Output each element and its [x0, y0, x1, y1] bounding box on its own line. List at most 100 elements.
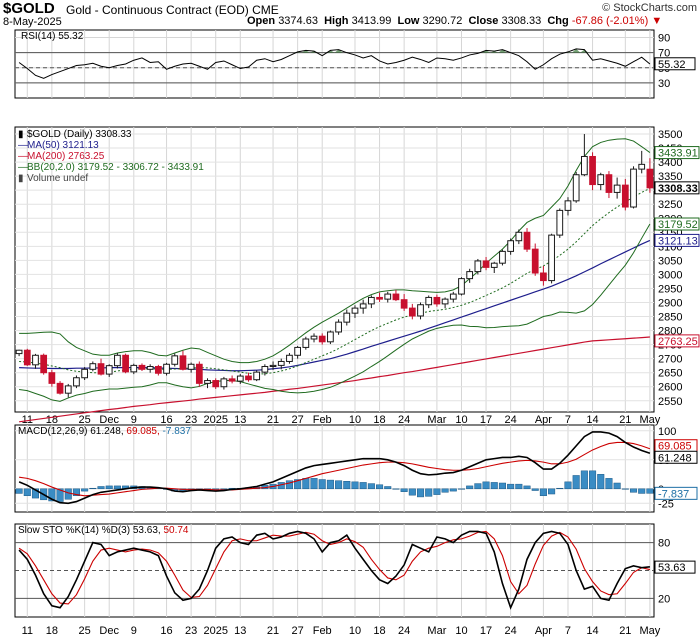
x-tick-label: 2025: [203, 625, 227, 637]
candle-body: [204, 380, 211, 384]
candle-body: [376, 296, 383, 300]
x-tick-label: 10: [455, 625, 467, 637]
macd-histogram-bar: [564, 481, 572, 490]
macd-histogram-bar: [376, 484, 384, 490]
macd-histogram-bar: [548, 488, 556, 495]
candle-body: [154, 366, 162, 374]
x-tick-label: 9: [131, 414, 137, 426]
x-tick-label: 17: [480, 625, 492, 637]
candle-body: [73, 377, 80, 387]
candle-body: [572, 174, 580, 202]
candle-body: [564, 200, 572, 211]
candle-body: [392, 293, 400, 301]
macd-histogram-bar: [392, 488, 400, 490]
candle-body: [15, 349, 23, 355]
volume-legend: Volume undef: [27, 173, 88, 184]
candle-body: [343, 312, 351, 323]
price-value-box: [654, 233, 700, 247]
x-tick-label: 21: [619, 625, 631, 637]
open-value: 3374.63: [278, 15, 318, 27]
macd-histogram-bar: [326, 479, 334, 490]
candle-body: [277, 360, 285, 366]
candle-body: [294, 346, 302, 356]
macd-histogram-bar: [490, 482, 498, 490]
macd-value-label: 61.248: [658, 452, 692, 464]
macd-histogram-bar: [597, 474, 605, 490]
price-legend-title: $GOLD (Daily) 3308.33: [27, 129, 132, 140]
low-value: 3290.72: [422, 15, 463, 27]
x-tick-label: 7: [565, 625, 571, 637]
x-tick-label: Apr: [535, 414, 552, 426]
candle-body: [212, 380, 220, 388]
low-label: Low: [397, 15, 420, 27]
candle-body: [236, 375, 244, 382]
rsi-tick-label: 70: [658, 48, 670, 60]
rsi-tick-label: 90: [658, 33, 670, 45]
exchange-name: CME: [252, 3, 279, 17]
rsi-legend: RSI(14) 55.32: [21, 31, 84, 42]
x-tick-label: 9: [131, 625, 137, 637]
macd-histogram-bar: [48, 488, 56, 502]
x-tick-label: 25: [79, 625, 91, 637]
macd-histogram-bar: [605, 478, 613, 490]
price-pane-frame: [14, 126, 655, 413]
candle-body: [220, 378, 228, 388]
candle-body: [138, 364, 146, 370]
candle-body: [302, 338, 310, 348]
price-value-box: [654, 181, 700, 195]
price-value-label: 2763.25: [658, 336, 698, 348]
candle-body: [56, 382, 64, 394]
price-tick-label: 3350: [658, 171, 682, 183]
candle-body: [286, 354, 293, 362]
macd-histogram-bar: [507, 483, 515, 490]
x-tick-label: 7: [565, 414, 571, 426]
macd-histogram-bar: [580, 470, 588, 490]
price-tick-label: 2900: [658, 297, 682, 309]
macd-legend-part: MACD(12,26,9): [18, 426, 87, 437]
candle-body: [400, 299, 408, 309]
x-tick-label: 17: [480, 414, 492, 426]
x-tick-label: 21: [267, 625, 279, 637]
down-arrow-icon: ▼: [651, 15, 663, 27]
x-tick-label: 21: [267, 414, 279, 426]
candle-body: [515, 231, 523, 242]
macd-histogram-bar: [400, 488, 408, 492]
candle-body: [228, 378, 236, 382]
sto-value-label: 53.63: [658, 562, 686, 574]
macd-histogram-bar: [384, 486, 392, 490]
rsi-pane-frame: [14, 29, 655, 99]
chart-header: $GOLD Gold - Continuous Contract (EOD) C…: [0, 0, 700, 30]
macd-histogram-bar: [589, 470, 597, 490]
bb-legend-swatch-icon: —: [18, 162, 28, 173]
candle-body: [269, 364, 277, 368]
symbol-name: Gold - Continuous Contract (EOD): [66, 3, 249, 17]
macd-histogram-bar: [638, 488, 646, 494]
price-tick-label: 2600: [658, 382, 682, 394]
candle-body: [48, 372, 56, 384]
candle-body: [531, 248, 539, 274]
price-tick-label: 2700: [658, 354, 682, 366]
x-tick-label: 14: [586, 414, 598, 426]
candle-body: [408, 307, 416, 317]
x-tick-label: 13: [234, 625, 246, 637]
candle-body: [359, 303, 367, 309]
candle-body: [621, 184, 629, 208]
symbol-title: $GOLD: [3, 0, 55, 17]
candle-body: [523, 231, 531, 250]
candle-body: [114, 354, 121, 367]
candle-body: [32, 354, 39, 366]
candle-body: [97, 363, 105, 375]
candle-body: [507, 240, 515, 252]
x-tick-label: 10: [349, 625, 361, 637]
x-tick-label: 13: [234, 414, 246, 426]
macd-histogram-bar: [408, 488, 416, 496]
macd-tick-label: -25: [658, 498, 674, 510]
x-tick-label: Apr: [535, 625, 552, 637]
price-legend-swatch-icon-title: ▮: [18, 129, 24, 140]
candle-body: [417, 304, 424, 317]
macd-histogram-bar: [359, 482, 367, 490]
sto-d-line: [18, 530, 651, 605]
macd-histogram-bar: [523, 485, 531, 490]
x-tick-label: 11: [22, 414, 33, 426]
